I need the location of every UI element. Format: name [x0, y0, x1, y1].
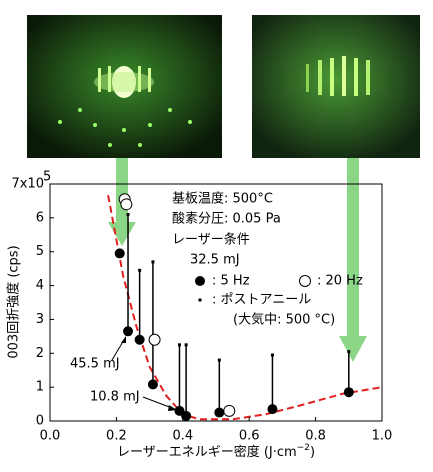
x-axis-title-end: ): [310, 445, 315, 460]
marker-anneal: [218, 359, 221, 362]
y-tick-label: 5: [36, 244, 44, 259]
marker-anneal: [347, 350, 350, 353]
annotation: 45.5 mJ: [70, 357, 120, 372]
y-tick-label: 7x10: [11, 177, 44, 192]
x-tick-label: 0.6: [239, 429, 260, 444]
legend-marker: [199, 299, 202, 302]
figure: 基板温度: 500°C 酸素分圧: 0.05 Pa レーザー条件 32.5 mJ…: [0, 0, 433, 468]
x-axis-title-text: レーザーエネルギー密度 (J·cm: [117, 444, 297, 460]
y-tick-label: 4: [36, 278, 44, 293]
legend-label: : 20 Hz: [317, 274, 363, 289]
y-tick-label: 0: [36, 414, 44, 429]
y-tick-label: 2: [36, 346, 44, 361]
marker-20hz: [224, 405, 235, 416]
marker-anneal: [151, 260, 154, 263]
marker-5hz: [267, 404, 277, 414]
annotation: 基板温度: 500°C: [172, 191, 273, 207]
x-tick-label: 0.8: [305, 429, 326, 444]
annotation: 32.5 mJ: [190, 253, 240, 268]
marker-5hz: [214, 408, 224, 418]
legend-label: : ポストアニール: [212, 293, 311, 308]
page: {"chart_data": {"type": "scatter", "x_la…: [0, 0, 433, 468]
x-axis-title: レーザーエネルギー密度 (J·cm−2): [117, 443, 315, 460]
rheed-image-left: [27, 15, 222, 158]
annotation: 10.8 mJ: [90, 390, 140, 405]
marker-anneal: [127, 213, 130, 216]
y-tick-label: 1: [36, 380, 44, 395]
y-tick-label: 3: [36, 312, 44, 327]
x-tick-label: 0.2: [106, 429, 127, 444]
annotation: レーザー条件: [172, 232, 250, 248]
x-tick-label: 1.0: [372, 429, 393, 444]
marker-anneal: [138, 269, 141, 272]
marker-5hz: [123, 326, 133, 336]
marker-20hz: [121, 199, 132, 210]
marker-5hz: [115, 248, 125, 258]
y-axis-title: 003回折強度 (cps): [6, 245, 22, 358]
marker-5hz: [344, 387, 354, 397]
marker-anneal: [271, 353, 274, 356]
marker-anneal: [178, 343, 181, 346]
rheed-image-right: [252, 15, 420, 158]
y-tick-label: 6: [36, 210, 44, 225]
annotation: 酸素分圧: 0.05 Pa: [172, 212, 281, 227]
y-tick-exponent: 5: [43, 170, 51, 185]
legend-marker: [300, 276, 311, 287]
legend-label: : 5 Hz: [212, 274, 250, 289]
legend-marker: [195, 276, 205, 286]
marker-5hz: [135, 335, 145, 345]
x-tick-label: 0.4: [172, 429, 193, 444]
x-tick-label: 0.0: [40, 429, 61, 444]
marker-anneal: [185, 343, 188, 346]
marker-20hz: [149, 334, 160, 345]
marker-5hz: [148, 379, 158, 389]
x-axis-title-exp: −2: [297, 443, 310, 453]
annotation: (大気中: 500 °C): [233, 312, 335, 328]
